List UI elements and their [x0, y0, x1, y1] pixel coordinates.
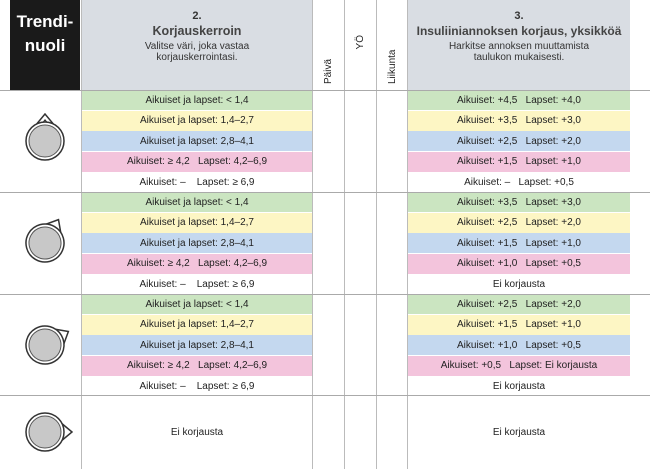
correction-cell: Aikuiset: – Lapset: ≥ 6,9	[82, 376, 312, 396]
subtitle: korjauskerrointasi.	[156, 52, 238, 63]
correction-cell: Aikuiset ja lapset: < 1,4	[82, 90, 312, 111]
column-header: YÖ	[344, 0, 376, 90]
correction-cell: Aikuiset: ≥ 4,2 Lapset: 4,2–6,9	[82, 355, 312, 376]
trend-header: Trendi- nuoli	[10, 0, 80, 90]
correction-cell: Aikuiset ja lapset: 2,8–4,1	[82, 233, 312, 254]
insulin-cell: Aikuiset: +1,5 Lapset: +1,0	[408, 233, 630, 254]
column-header: Päivä	[312, 0, 344, 90]
title: Korjauskerroin	[152, 24, 242, 38]
insulin-cell: Aikuiset: +2,5 Lapset: +2,0	[408, 294, 630, 315]
insulin-cell: Aikuiset: +4,5 Lapset: +4,0	[408, 90, 630, 111]
group-separator	[0, 192, 650, 193]
insulin-cell: Ei korjausta	[408, 395, 630, 469]
subtitle: Harkitse annoksen muuttamista	[448, 41, 590, 52]
correction-cell: Aikuiset ja lapset: < 1,4	[82, 294, 312, 315]
group-separator	[0, 90, 650, 91]
subtitle: Valitse väri, joka vastaa	[144, 41, 250, 52]
column-label: Päivä	[322, 58, 334, 84]
insulin-cell: Aikuiset: – Lapset: +0,5	[408, 172, 630, 192]
subtitle: taulukon mukaisesti.	[473, 52, 565, 63]
correction-cell: Aikuiset: – Lapset: ≥ 6,9	[82, 274, 312, 294]
insulin-cell: Ei korjausta	[408, 376, 630, 396]
correction-header: 2. Korjauskerroin Valitse väri, joka vas…	[82, 0, 312, 90]
trend-title: nuoli	[24, 36, 66, 55]
correction-cell: Ei korjausta	[82, 395, 312, 469]
trend-arrow	[25, 113, 65, 161]
trend-arrow	[25, 412, 73, 452]
insulin-cell: Aikuiset: +1,0 Lapset: +0,5	[408, 335, 630, 356]
correction-cell: Aikuiset: – Lapset: ≥ 6,9	[82, 172, 312, 192]
insulin-cell: Aikuiset: +2,5 Lapset: +2,0	[408, 131, 630, 152]
number: 2.	[192, 10, 202, 22]
column-header: Liikunta	[376, 0, 408, 90]
correction-cell: Aikuiset ja lapset: 2,8–4,1	[82, 335, 312, 356]
correction-cell: Aikuiset ja lapset: 1,4–2,7	[82, 111, 312, 131]
number: 3.	[514, 10, 524, 22]
insulin-cell: Aikuiset: +3,5 Lapset: +3,0	[408, 111, 630, 131]
divider	[407, 0, 408, 469]
divider	[344, 0, 345, 469]
insulin-cell: Aikuiset: +1,5 Lapset: +1,0	[408, 151, 630, 172]
trend-title: Trendi-	[16, 12, 74, 31]
trend-arrow	[25, 324, 70, 365]
divider	[376, 0, 377, 469]
insulin-cell: Aikuiset: +3,5 Lapset: +3,0	[408, 192, 630, 213]
correction-cell: Aikuiset: ≥ 4,2 Lapset: 4,2–6,9	[82, 253, 312, 274]
insulin-cell: Ei korjausta	[408, 274, 630, 294]
insulin-cell: Aikuiset: +1,5 Lapset: +1,0	[408, 315, 630, 335]
title: Insuliiniannoksen korjaus, yksikköä	[416, 24, 622, 38]
correction-cell: Aikuiset ja lapset: < 1,4	[82, 192, 312, 213]
column-label: Liikunta	[386, 49, 398, 84]
insulin-cell: Aikuiset: +1,0 Lapset: +0,5	[408, 253, 630, 274]
insulin-cell: Aikuiset: +2,5 Lapset: +2,0	[408, 213, 630, 233]
column-label: YÖ	[354, 34, 366, 50]
insulin-cell: Aikuiset: +0,5 Lapset: Ei korjausta	[408, 355, 630, 376]
correction-cell: Aikuiset ja lapset: 2,8–4,1	[82, 131, 312, 152]
insulin-header: 3. Insuliiniannoksen korjaus, yksikköä H…	[408, 0, 630, 90]
correction-cell: Aikuiset ja lapset: 1,4–2,7	[82, 213, 312, 233]
divider	[312, 0, 313, 469]
group-separator	[0, 395, 650, 396]
divider	[81, 0, 82, 469]
group-separator	[0, 294, 650, 295]
correction-cell: Aikuiset: ≥ 4,2 Lapset: 4,2–6,9	[82, 151, 312, 172]
trend-arrow	[25, 218, 65, 263]
correction-cell: Aikuiset ja lapset: 1,4–2,7	[82, 315, 312, 335]
